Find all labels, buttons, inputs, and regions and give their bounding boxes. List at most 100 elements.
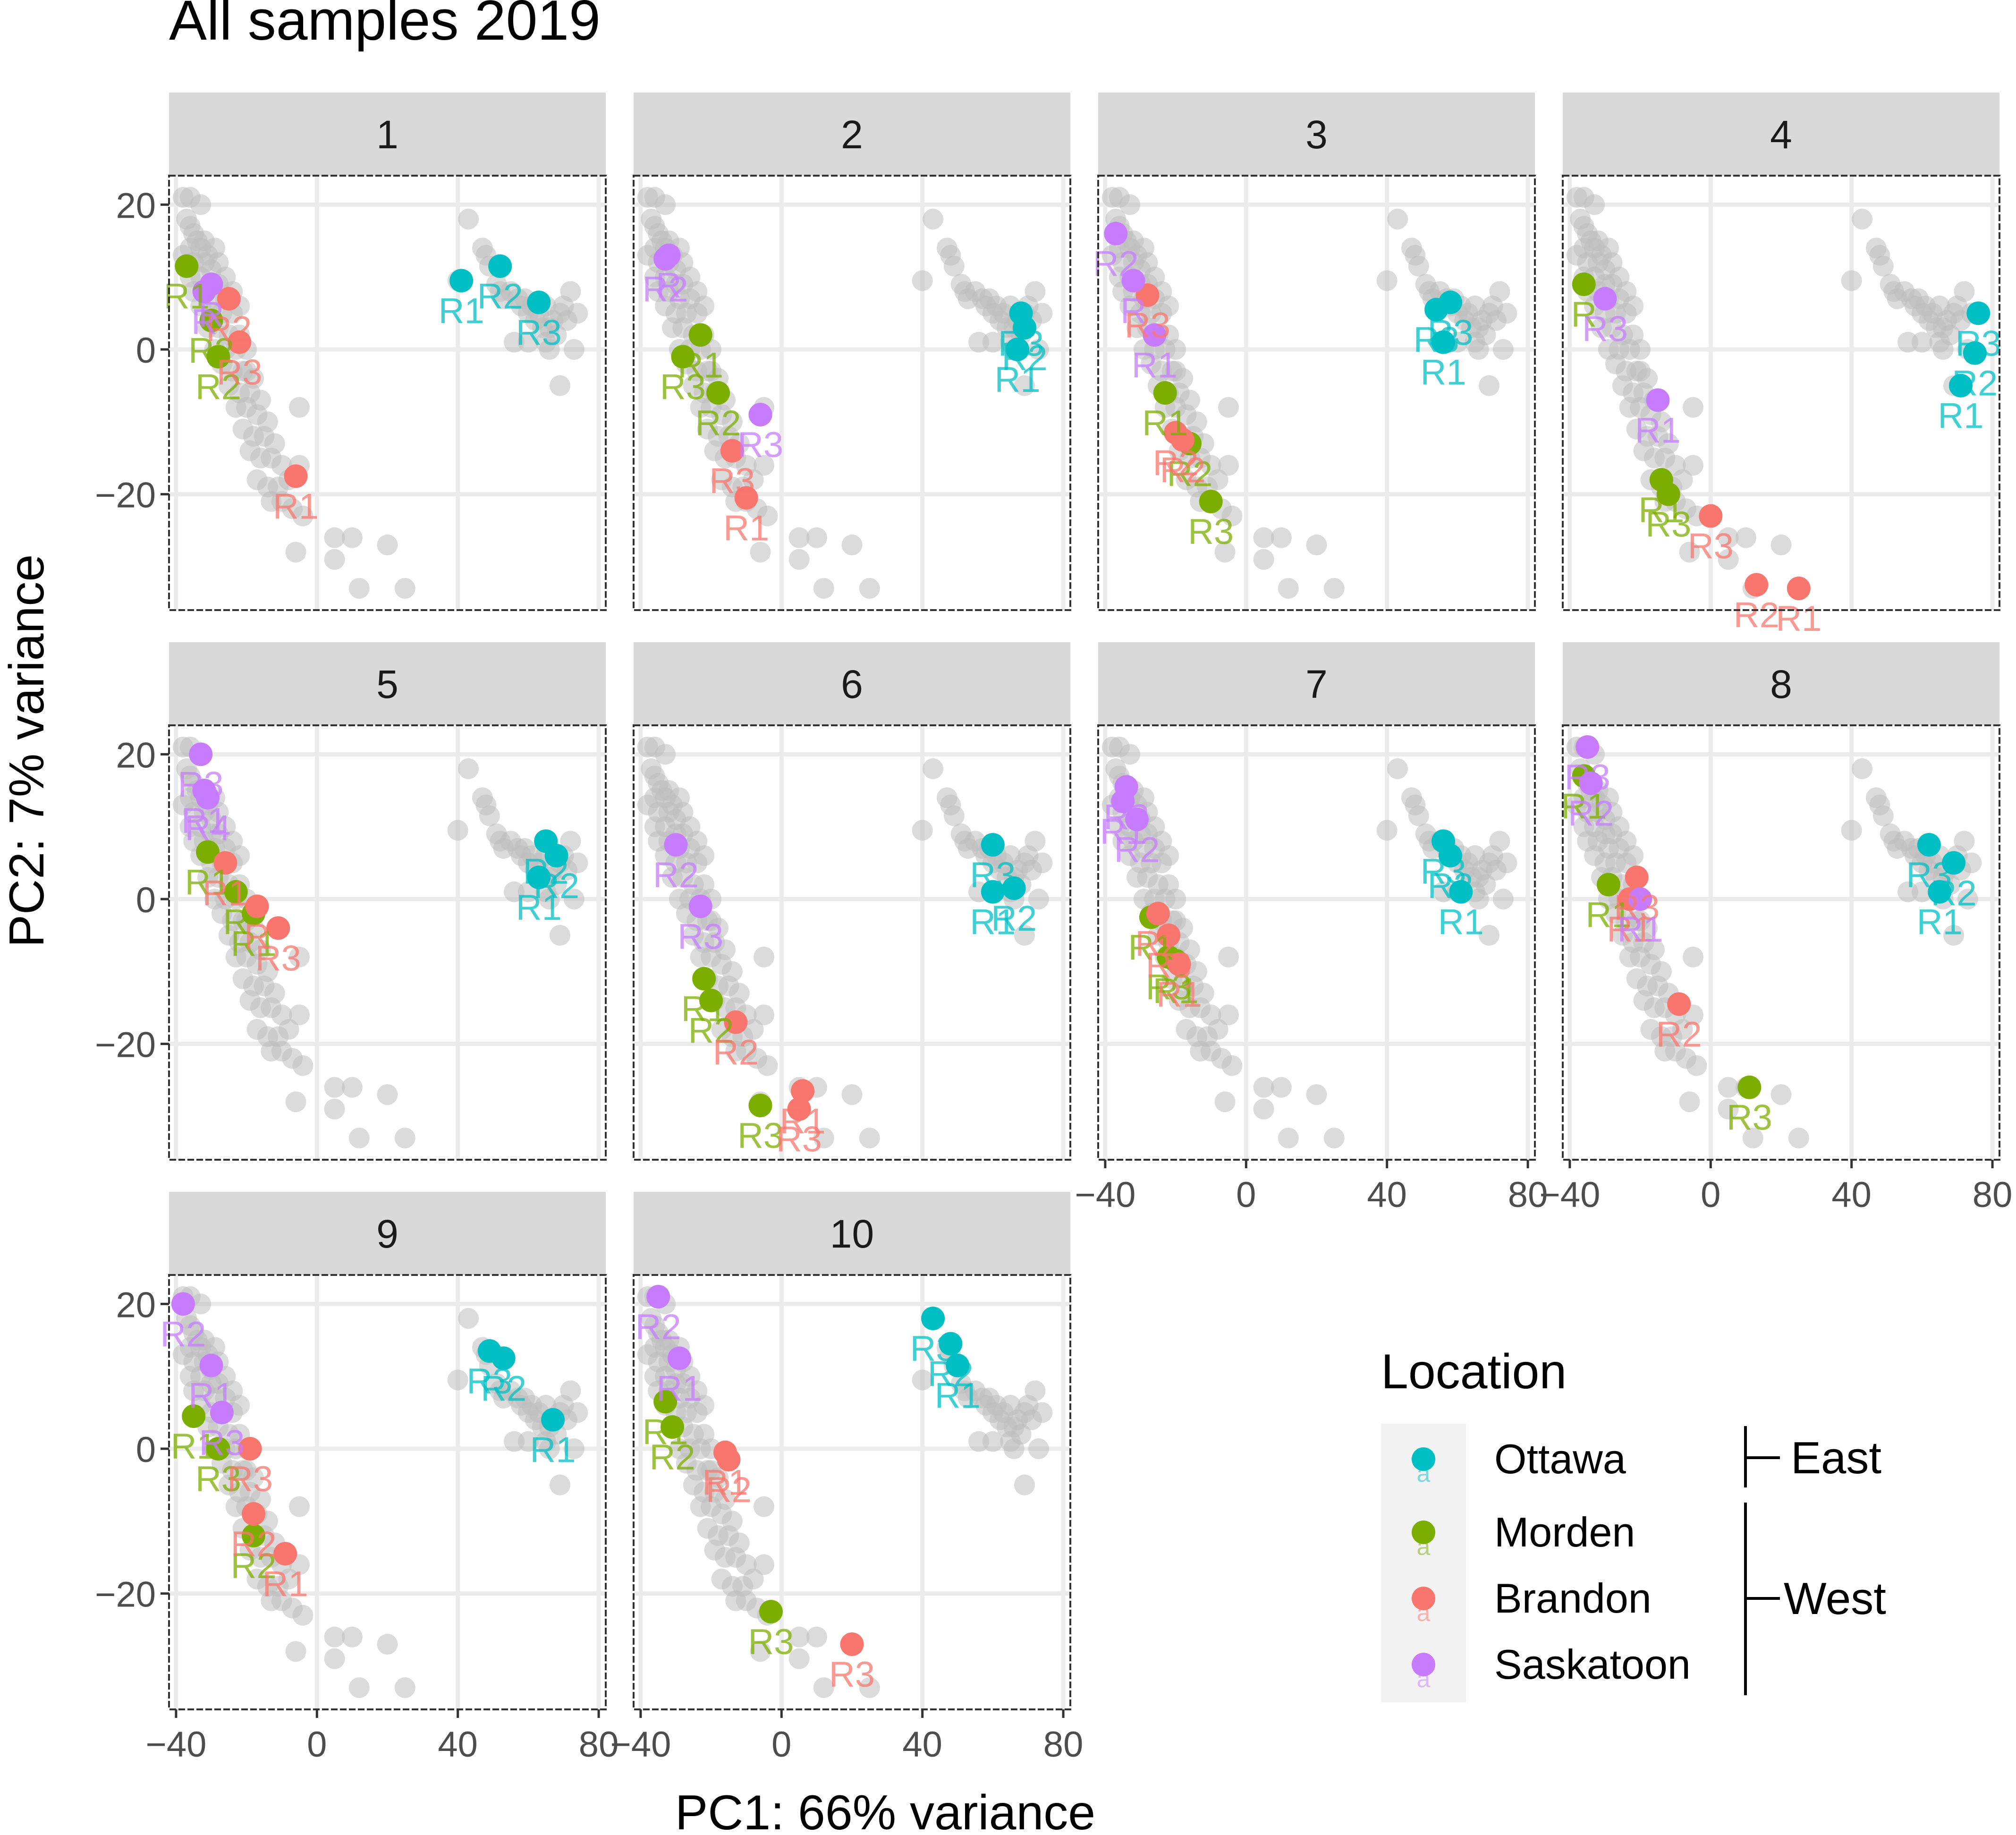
point-label-morden: R3 (1188, 512, 1234, 552)
point-brandon (720, 439, 744, 463)
y-tick-label: 0 (136, 1430, 156, 1470)
background-point (841, 535, 863, 555)
background-point (1672, 1019, 1693, 1040)
point-label-brandon: R3 (255, 938, 301, 978)
background-point (1683, 946, 1704, 968)
point-saskatoon (667, 1346, 691, 1370)
point-morden (661, 1415, 685, 1439)
background-point (1718, 549, 1739, 570)
background-point (1000, 1431, 1021, 1452)
point-label-ottawa: R1 (516, 888, 562, 928)
background-point (563, 1438, 584, 1459)
background-point (1686, 1055, 1707, 1076)
background-point (1584, 194, 1605, 215)
background-point (229, 1395, 250, 1416)
background-point (394, 1128, 415, 1148)
point-label-morden: R1 (1638, 490, 1684, 530)
point-morden (1737, 1075, 1762, 1099)
background-point (504, 881, 525, 902)
point-morden (1199, 490, 1223, 513)
panel-border (168, 724, 607, 1161)
point-label-ottawa: R3 (1906, 855, 1952, 895)
point-saskatoon (1104, 221, 1128, 246)
point-label-morden: R (1571, 295, 1597, 335)
background-point (458, 1308, 479, 1329)
background-point (236, 361, 257, 382)
point-label-ottawa: R1 (1420, 353, 1466, 393)
point-label-saskatoon: R (198, 295, 224, 335)
point-brandon (1745, 573, 1769, 597)
point-ottawa (1006, 338, 1030, 361)
background-point (1221, 1055, 1243, 1076)
point-brandon (273, 1542, 297, 1566)
y-tick-label: −20 (95, 476, 156, 516)
point-saskatoon (748, 403, 772, 426)
background-point (447, 820, 468, 841)
background-point (1492, 339, 1514, 360)
point-ottawa (981, 880, 1005, 904)
background-point (1032, 303, 1053, 324)
facet-strip-label: 4 (1770, 112, 1792, 157)
background-point (912, 820, 933, 841)
x-tick-label: −40 (1075, 1175, 1135, 1215)
background-point (1387, 758, 1408, 779)
point-label-brandon: R2 (1734, 595, 1779, 635)
point-label-brandon: R2 (1135, 924, 1181, 964)
point-brandon (1787, 577, 1811, 600)
point-label-brandon: R2 (1153, 443, 1199, 483)
background-point (341, 1626, 363, 1648)
point-label-ottawa: R1 (1917, 902, 1963, 943)
facet-strip-label: 3 (1305, 112, 1328, 157)
point-saskatoon (1628, 887, 1652, 911)
point-morden (671, 345, 695, 369)
background-point (377, 1084, 398, 1105)
background-point (1271, 527, 1292, 548)
background-point (278, 1019, 299, 1040)
legend-item-saskatoon: a Saskatoon (1412, 1641, 1691, 1693)
background-point (806, 527, 827, 548)
point-morden (175, 254, 199, 278)
point-morden (224, 880, 248, 904)
facet-strip-label: 6 (841, 662, 863, 706)
background-point (1165, 361, 1186, 382)
background-point (968, 331, 990, 353)
background-point (1479, 925, 1500, 946)
background-point (1032, 1402, 1053, 1423)
point-saskatoon (171, 1292, 195, 1316)
point-brandon (266, 916, 290, 940)
background-point (504, 331, 525, 353)
facet-strip-label: 10 (830, 1212, 874, 1256)
background-point (324, 1077, 345, 1098)
legend-key-glyph: a (1417, 1460, 1431, 1487)
point-label-saskatoon: R2 (635, 1307, 681, 1347)
background-point (447, 1369, 468, 1391)
point-label-ottawa: R1 (530, 1430, 576, 1470)
point-label-brandon: R3 (217, 353, 263, 393)
background-point (655, 744, 676, 765)
background-point (1623, 845, 1644, 866)
background-point (550, 925, 571, 946)
point-label-ottawa: R2 (928, 1354, 974, 1394)
background-point (1742, 1128, 1763, 1148)
point-brandon (1171, 428, 1195, 452)
chart-title: All samples 2019 (169, 0, 601, 52)
background-point (1387, 209, 1408, 229)
background-point (324, 527, 345, 548)
background-point (1852, 209, 1873, 229)
legend-key-saskatoon (1412, 1653, 1435, 1676)
legend-group-west: West (1784, 1573, 1886, 1624)
background-point (1014, 375, 1035, 396)
background-point (1630, 910, 1651, 931)
background-point (743, 469, 764, 490)
point-label-saskatoon: R3 (737, 425, 783, 465)
background-point (757, 505, 778, 527)
background-point (1253, 1077, 1274, 1098)
background-point (943, 805, 965, 826)
point-ottawa (939, 1332, 963, 1356)
point-label-morden: R1 (643, 1412, 688, 1452)
background-point (1770, 1084, 1792, 1105)
background-point (754, 1004, 775, 1026)
point-label-brandon: R3 (227, 1459, 273, 1499)
legend-key-glyph: a (1417, 1665, 1431, 1693)
background-point (1492, 889, 1514, 909)
